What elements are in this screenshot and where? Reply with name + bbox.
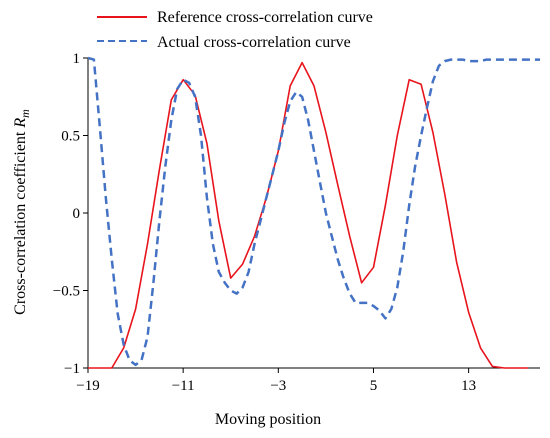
y-tick-label: −0.5 <box>53 284 80 300</box>
x-tick-label: 13 <box>461 378 476 394</box>
y-tick-label: −1 <box>64 361 80 377</box>
y-axis-title-main: Cross-correlation coefficient <box>12 128 29 315</box>
legend-label-reference: Reference cross-correlation curve <box>157 9 373 26</box>
y-axis-title-subscript: m <box>18 109 32 118</box>
y-tick-label: 0.5 <box>61 129 80 145</box>
x-tick-label: −19 <box>76 378 99 394</box>
x-tick-label: −3 <box>270 378 286 394</box>
x-axis-title: Moving position <box>215 411 321 428</box>
y-axis-title: Cross-correlation coefficient Rm <box>12 109 32 315</box>
series-line-reference <box>88 61 529 369</box>
series-line-actual <box>87 56 540 367</box>
series-group <box>87 56 540 369</box>
x-tick-label: 5 <box>370 378 378 394</box>
legend: Reference cross-correlation curve Actual… <box>97 9 373 51</box>
y-tick-label: 1 <box>73 51 81 67</box>
axes: −19 −11 −3 5 13 1 0.5 0 −0.5 −1 <box>53 51 540 394</box>
y-tick-label: 0 <box>73 206 81 222</box>
legend-label-actual: Actual cross-correlation curve <box>157 34 351 51</box>
y-axis-title-symbol: R <box>12 118 29 129</box>
x-tick-label: −11 <box>172 378 195 394</box>
